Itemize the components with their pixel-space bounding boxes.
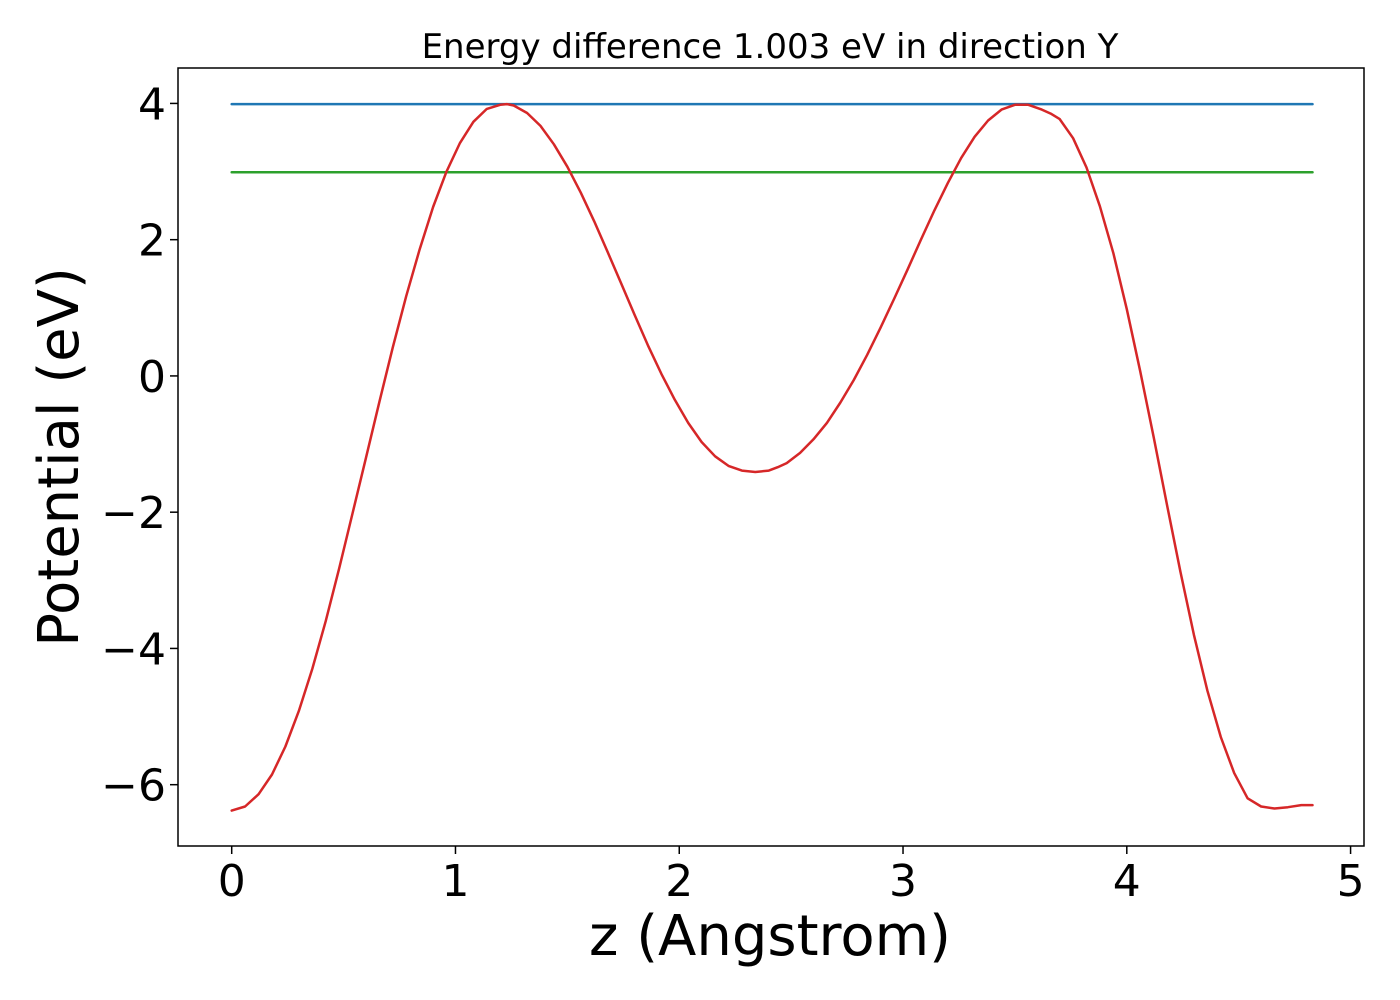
- x-tick-label: 0: [218, 856, 246, 907]
- y-tick-label: −4: [101, 624, 166, 675]
- x-tick-label: 2: [665, 856, 693, 907]
- y-tick-label: −6: [101, 761, 166, 812]
- series-line-3: [230, 102, 1314, 812]
- y-tick-label: 0: [138, 352, 166, 403]
- y-tick-label: −2: [101, 488, 166, 539]
- y-tick-label: 2: [138, 216, 166, 267]
- x-axis-ticks: 0 1 2 3 4 5: [218, 846, 1365, 907]
- y-tick-label: 4: [138, 79, 166, 130]
- x-tick-label: 5: [1337, 856, 1365, 907]
- x-tick-label: 4: [1113, 856, 1141, 907]
- x-tick-label: 3: [889, 856, 917, 907]
- chart-title: Energy difference 1.003 eV in direction …: [422, 27, 1119, 67]
- x-tick-label: 1: [441, 856, 469, 907]
- y-axis-ticks: 4 2 0 −2 −4 −6: [101, 79, 178, 812]
- series-layer: [230, 102, 1314, 812]
- plot-frame: [177, 67, 1365, 847]
- x-axis-label: z (Angstrom): [589, 904, 951, 969]
- y-axis-label: Potential (eV): [27, 267, 92, 647]
